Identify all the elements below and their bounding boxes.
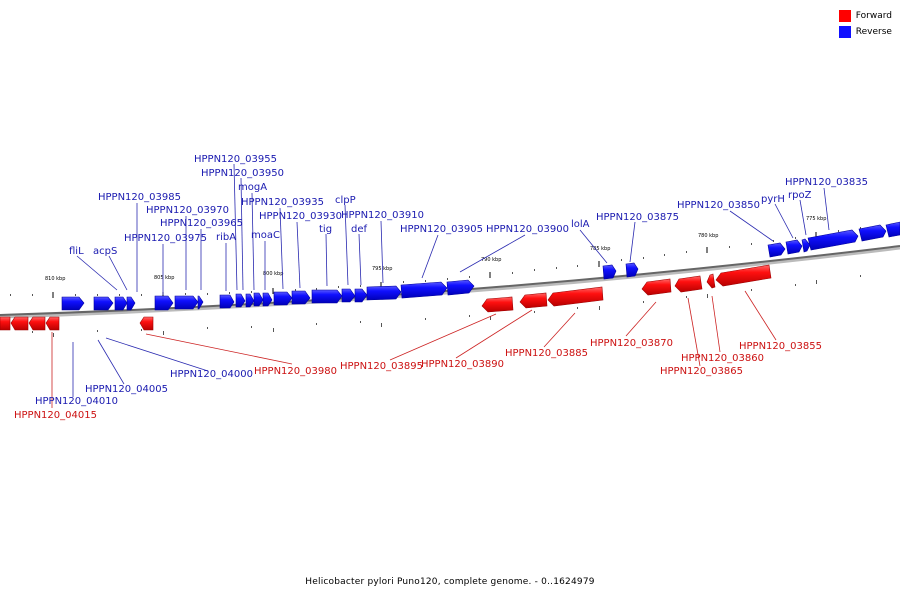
legend-reverse-label: Reverse [855, 27, 892, 37]
gene-label-HPPN120_03870: HPPN120_03870 [590, 338, 673, 349]
minor-ticks-below [32, 275, 861, 337]
minor-ticks [10, 227, 861, 296]
gene-label-HPPN120_03950: HPPN120_03950 [201, 168, 284, 179]
gene-label-rpoZ: rpoZ [788, 190, 812, 201]
genome-caption: Helicobacter pylori Puno120, complete ge… [305, 577, 595, 587]
gene-label-HPPN120_03875: HPPN120_03875 [596, 212, 679, 223]
gene-label-HPPN120_03965: HPPN120_03965 [160, 218, 243, 229]
tick-label-805: 805 kbp [154, 275, 174, 281]
gene-label-HPPN120_03905: HPPN120_03905 [400, 224, 483, 235]
gene-label-HPPN120_03910: HPPN120_03910 [341, 210, 424, 221]
tick-label-775: 775 kbp [806, 216, 826, 222]
legend-forward-label: Forward [855, 11, 892, 21]
legend-reverse: Reverse [838, 24, 892, 40]
gene-label-HPPN120_03885: HPPN120_03885 [505, 348, 588, 359]
gene-label-HPPN120_04005: HPPN120_04005 [85, 384, 168, 395]
gene-label-moaC: moaC [251, 230, 280, 241]
forward-leaders [51, 290, 777, 408]
forward-gene-arrows [0, 264, 772, 331]
gene-label-HPPN120_03855: HPPN120_03855 [739, 341, 822, 352]
strand-legend: Forward Reverse [838, 8, 892, 40]
gene-label-HPPN120_03955: HPPN120_03955 [194, 154, 277, 165]
gene-label-HPPN120_03850: HPPN120_03850 [677, 200, 760, 211]
gene-label-mogA: mogA [238, 182, 267, 193]
gene-label-HPPN120_03865: HPPN120_03865 [660, 366, 743, 377]
gene-label-acpS: acpS [93, 246, 117, 257]
legend-forward: Forward [838, 8, 892, 24]
tick-label-810: 810 kbp [45, 276, 65, 282]
gene-label-lolA: lolA [571, 219, 590, 230]
gene-label-HPPN120_03975: HPPN120_03975 [124, 233, 207, 244]
genome-backbone [0, 245, 900, 316]
gene-label-HPPN120_03895: HPPN120_03895 [340, 361, 423, 372]
gene-label-HPPN120_03935: HPPN120_03935 [241, 197, 324, 208]
gene-label-HPPN120_03985: HPPN120_03985 [98, 192, 181, 203]
gene-label-HPPN120_03970: HPPN120_03970 [146, 205, 229, 216]
gene-label-HPPN120_04015: HPPN120_04015 [14, 410, 97, 421]
gene-label-HPPN120_04000: HPPN120_04000 [170, 369, 253, 380]
gene-label-tig: tig [319, 224, 332, 235]
tick-label-800: 800 kbp [263, 271, 283, 277]
gene-label-HPPN120_03900: HPPN120_03900 [486, 224, 569, 235]
gene-label-HPPN120_04010: HPPN120_04010 [35, 396, 118, 407]
gene-label-clpP: clpP [335, 195, 356, 206]
reverse-swatch [838, 26, 851, 38]
gene-label-HPPN120_03980: HPPN120_03980 [254, 366, 337, 377]
reverse-gene-arrows [61, 221, 900, 311]
gene-label-HPPN120_03860: HPPN120_03860 [681, 353, 764, 364]
gene-label-fliL: fliL [69, 246, 84, 257]
gene-label-HPPN120_03835: HPPN120_03835 [785, 177, 868, 188]
gene-label-def: def [351, 224, 368, 235]
gene-label-pyrH: pyrH [761, 194, 785, 205]
reverse-leaders [72, 163, 830, 397]
tick-label-780: 780 kbp [698, 233, 718, 239]
tick-label-790: 790 kbp [481, 257, 501, 263]
gene-label-HPPN120_03890: HPPN120_03890 [421, 359, 504, 370]
forward-swatch [838, 10, 851, 22]
tick-label-785: 785 kbp [590, 246, 610, 252]
gene-label-ribA: ribA [216, 232, 236, 243]
gene-label-HPPN120_03930: HPPN120_03930 [259, 211, 342, 222]
